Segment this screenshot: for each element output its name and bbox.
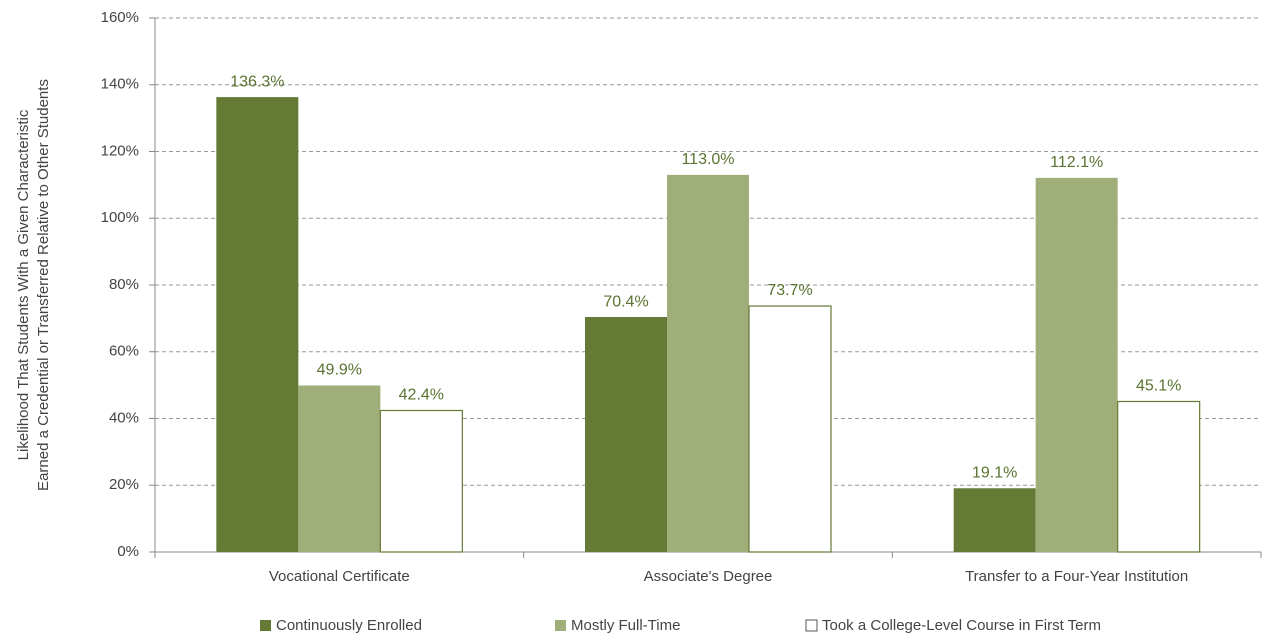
bar xyxy=(298,385,381,552)
y-axis-label: Likelihood That Students With a Given Ch… xyxy=(15,109,32,460)
value-label: 112.1% xyxy=(1050,154,1103,171)
bar xyxy=(1035,177,1118,552)
value-label: 45.1% xyxy=(1136,378,1181,395)
y-tick-label: 140% xyxy=(101,76,139,93)
legend-swatch xyxy=(555,620,566,631)
y-tick-label: 0% xyxy=(117,543,139,560)
bar xyxy=(585,317,667,552)
legend-label: Took a College-Level Course in First Ter… xyxy=(822,617,1101,634)
value-label: 49.9% xyxy=(317,362,362,379)
value-label: 113.0% xyxy=(681,151,734,168)
y-tick-label: 160% xyxy=(101,9,139,26)
value-label: 73.7% xyxy=(767,282,812,299)
bar xyxy=(379,409,463,553)
legend-swatch xyxy=(260,620,271,631)
y-tick-label: 100% xyxy=(101,209,139,226)
bar xyxy=(953,488,1036,552)
bar xyxy=(667,174,749,553)
value-label: 136.3% xyxy=(230,73,284,90)
legend-label: Mostly Full-Time xyxy=(571,617,680,634)
bar xyxy=(216,97,299,552)
y-tick-label: 40% xyxy=(109,409,139,426)
legend-swatch xyxy=(805,619,818,632)
value-label: 19.1% xyxy=(972,464,1017,481)
legend-label: Continuously Enrolled xyxy=(276,617,422,634)
bar xyxy=(748,305,832,553)
y-tick-label: 120% xyxy=(101,142,139,159)
y-tick-label: 60% xyxy=(109,343,139,360)
value-label: 70.4% xyxy=(603,293,648,310)
x-tick-label: Transfer to a Four-Year Institution xyxy=(965,568,1188,585)
value-label: 42.4% xyxy=(399,387,444,404)
y-axis-label: Earned a Credential or Transferred Relat… xyxy=(35,79,52,491)
x-tick-label: Associate's Degree xyxy=(644,568,773,585)
x-tick-label: Vocational Certificate xyxy=(269,568,410,585)
y-tick-label: 80% xyxy=(109,276,139,293)
y-tick-label: 20% xyxy=(109,476,139,493)
bar xyxy=(1117,400,1201,553)
